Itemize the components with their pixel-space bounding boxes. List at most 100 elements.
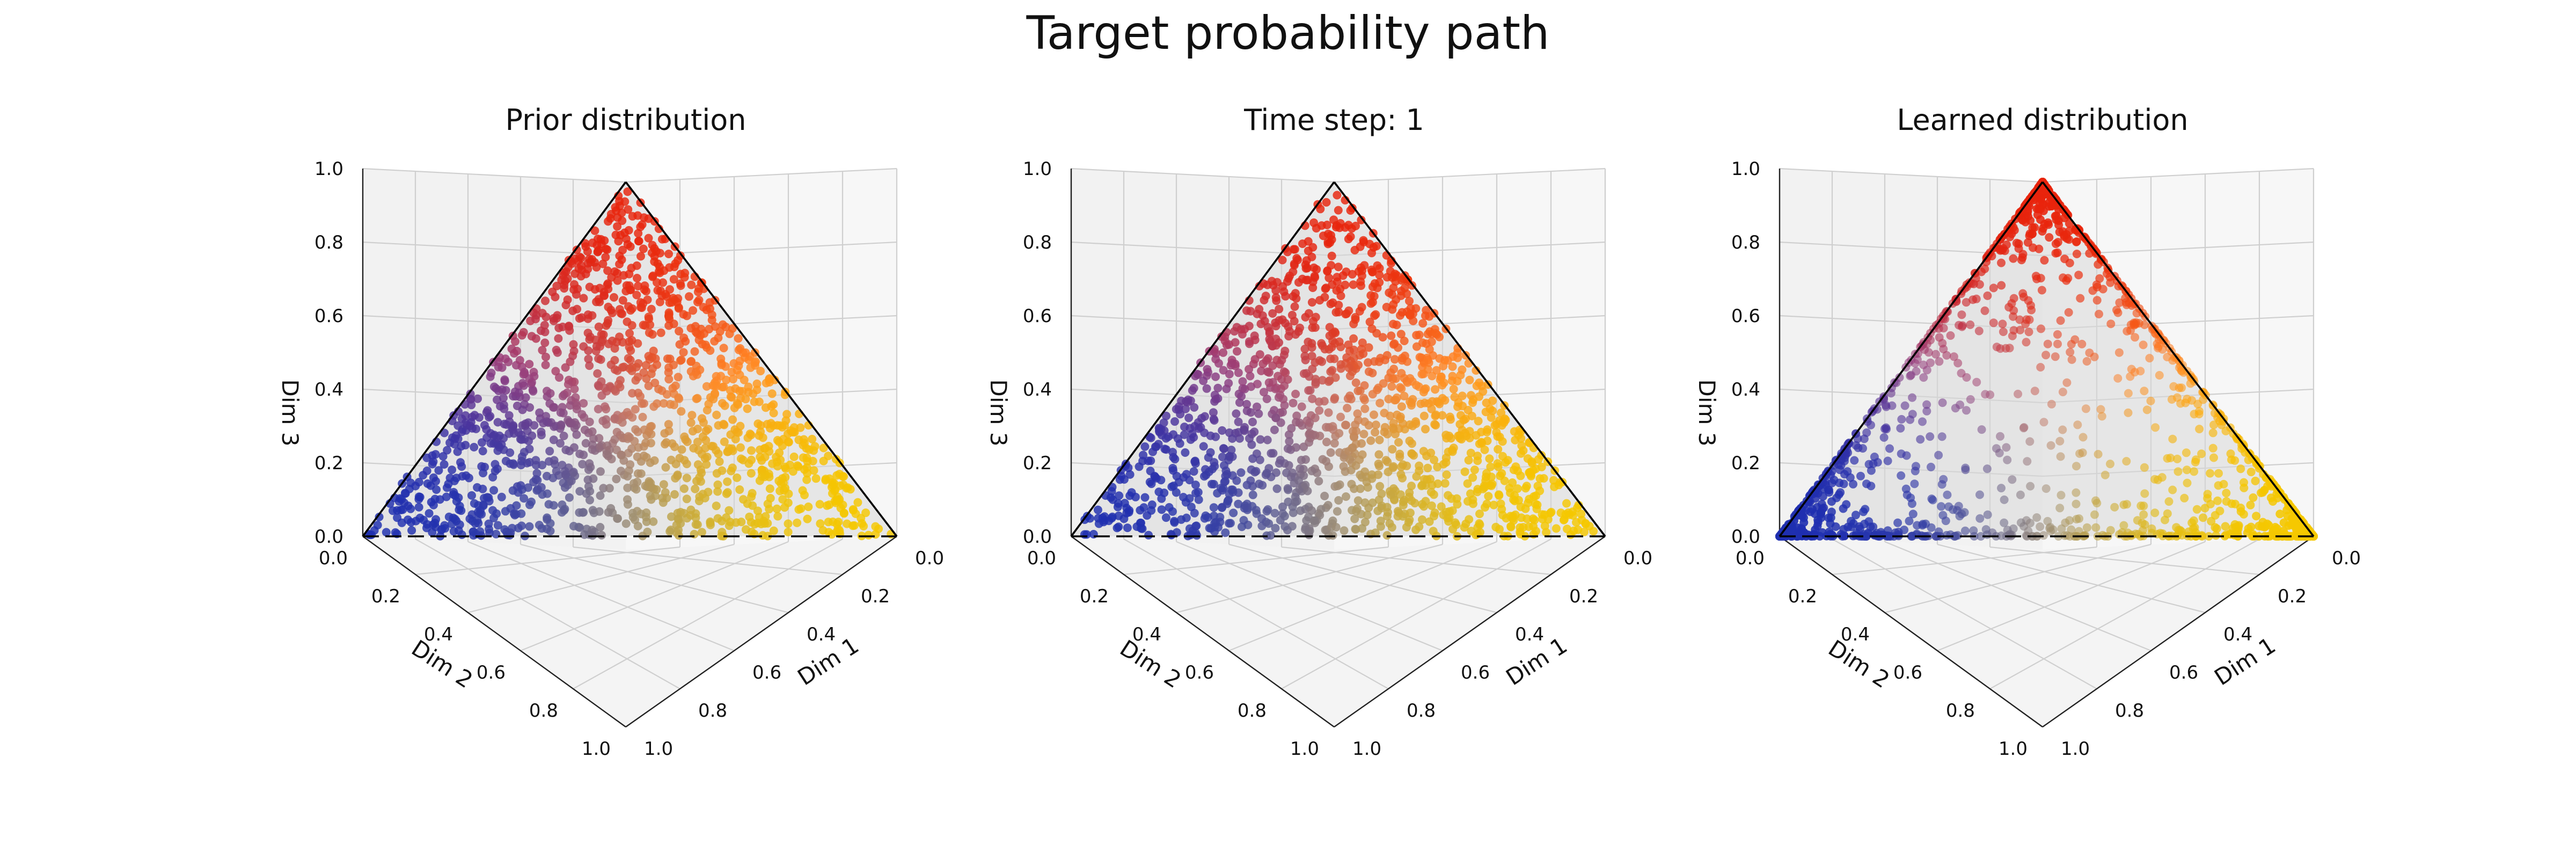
data-point	[1191, 372, 1200, 381]
data-point	[604, 339, 613, 348]
data-point	[1850, 456, 1859, 465]
data-point	[2072, 250, 2081, 258]
data-point	[627, 336, 636, 345]
data-point	[658, 278, 668, 287]
data-point	[1209, 479, 1218, 489]
data-point	[1301, 312, 1310, 322]
data-point	[1382, 351, 1392, 360]
data-point	[1957, 322, 1966, 331]
data-point	[569, 522, 578, 530]
data-point	[1919, 360, 1928, 369]
data-point	[581, 439, 590, 448]
data-point	[691, 484, 700, 493]
data-point	[693, 520, 702, 529]
data-point	[1408, 395, 1417, 404]
data-point	[612, 206, 621, 215]
data-point	[1484, 492, 1493, 501]
data-point	[1231, 338, 1240, 347]
data-point	[720, 437, 729, 446]
data-point	[1839, 525, 1848, 534]
data-point	[1463, 479, 1472, 488]
data-point	[1351, 378, 1360, 387]
data-point	[2127, 365, 2136, 374]
data-point	[1827, 497, 1836, 506]
data-point	[1250, 355, 1260, 364]
data-point	[628, 212, 637, 221]
data-point	[1421, 311, 1430, 321]
data-point	[687, 280, 696, 289]
data-point	[719, 344, 728, 353]
data-point	[389, 506, 397, 515]
data-point	[1977, 532, 1985, 541]
data-point	[560, 505, 569, 514]
data-point	[1862, 428, 1871, 437]
data-point	[1377, 489, 1386, 498]
data-point	[671, 460, 680, 469]
data-point	[686, 418, 696, 427]
data-point	[1209, 503, 1218, 512]
data-point	[1250, 331, 1259, 340]
data-point	[1473, 456, 1482, 465]
data-point	[1867, 466, 1876, 475]
data-point	[579, 450, 588, 460]
data-point	[1421, 384, 1430, 393]
data-point	[1131, 492, 1140, 501]
data-point	[2014, 389, 2023, 398]
data-point	[1907, 370, 1915, 380]
data-point	[775, 448, 784, 457]
data-point	[569, 346, 579, 355]
data-point	[644, 214, 653, 223]
x-axis-line	[2042, 536, 2314, 727]
data-point	[611, 387, 620, 396]
data-point	[2053, 238, 2062, 247]
data-point	[497, 492, 506, 501]
data-point	[1239, 516, 1248, 525]
data-point	[1442, 470, 1451, 479]
data-point	[2122, 457, 2131, 466]
data-point	[1517, 449, 1525, 458]
data-point	[1375, 271, 1384, 280]
data-point	[1349, 280, 1358, 289]
data-point	[568, 307, 577, 315]
data-point	[1280, 512, 1289, 521]
data-point	[1307, 298, 1316, 307]
data-point	[723, 488, 732, 497]
data-point	[1139, 450, 1147, 460]
data-point	[1487, 413, 1496, 422]
data-point	[1348, 443, 1357, 453]
tick-labels: 0.00.20.40.60.81.00.00.20.40.60.81.00.00…	[1023, 158, 1652, 760]
data-point	[1382, 303, 1391, 311]
data-point	[815, 500, 824, 509]
data-point	[1942, 351, 1951, 360]
data-point	[443, 446, 452, 455]
data-point	[1488, 406, 1497, 416]
data-point	[719, 532, 728, 541]
data-point	[1498, 437, 1507, 446]
data-point	[1485, 481, 1494, 490]
data-point	[1236, 325, 1246, 334]
data-point	[489, 513, 499, 522]
data-point	[529, 387, 538, 396]
data-point	[2055, 436, 2065, 446]
data-point	[566, 401, 575, 410]
data-point	[1376, 354, 1385, 362]
data-point	[1176, 410, 1185, 419]
data-point	[1248, 502, 1257, 511]
data-point	[1330, 439, 1339, 448]
data-point	[712, 501, 721, 511]
data-point	[549, 501, 558, 510]
data-point	[707, 310, 716, 319]
data-point	[682, 474, 691, 483]
data-point	[1219, 444, 1228, 453]
data-point	[763, 499, 772, 508]
data-point	[793, 461, 802, 470]
data-point	[1464, 456, 1473, 465]
data-point	[1302, 256, 1311, 265]
data-point	[601, 383, 610, 392]
data-point	[1882, 425, 1891, 434]
data-point	[1296, 464, 1305, 473]
data-point	[725, 329, 734, 338]
data-point	[1428, 397, 1437, 406]
x-tick-label: 1.0	[1352, 738, 1381, 760]
data-point	[624, 226, 633, 235]
